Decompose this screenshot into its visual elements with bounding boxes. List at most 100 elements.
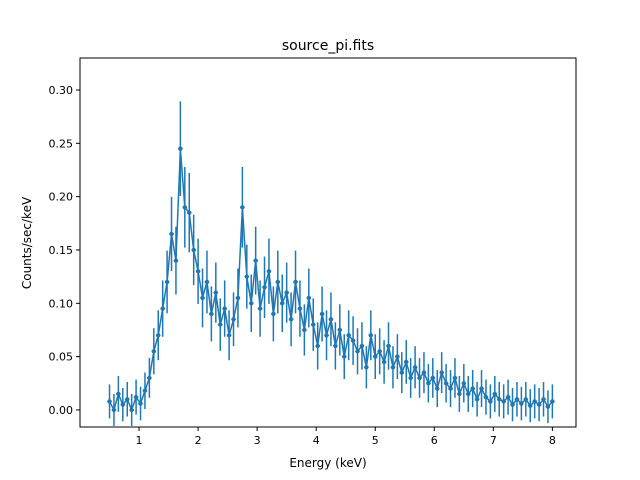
data-point bbox=[519, 401, 524, 406]
data-point bbox=[532, 399, 537, 404]
data-point bbox=[200, 295, 205, 301]
data-point bbox=[412, 365, 418, 370]
data-point bbox=[466, 391, 471, 397]
data-point bbox=[359, 343, 365, 349]
data-point bbox=[262, 285, 267, 290]
data-point bbox=[160, 306, 165, 311]
data-point bbox=[505, 394, 511, 400]
data-point bbox=[435, 386, 440, 391]
data-point bbox=[461, 381, 467, 386]
data-point bbox=[342, 354, 347, 359]
data-point bbox=[218, 322, 223, 327]
data-point bbox=[404, 359, 409, 365]
data-point bbox=[497, 397, 502, 402]
data-point bbox=[178, 146, 183, 151]
data-point bbox=[541, 397, 546, 402]
y-tick-label: 0.10 bbox=[49, 297, 74, 310]
data-point bbox=[116, 391, 121, 397]
data-point bbox=[266, 269, 272, 274]
data-point bbox=[311, 322, 316, 327]
data-point bbox=[280, 301, 285, 306]
data-point bbox=[213, 290, 219, 295]
data-point bbox=[253, 258, 258, 263]
data-point bbox=[421, 370, 427, 375]
data-point bbox=[226, 333, 232, 338]
data-point bbox=[501, 399, 506, 404]
data-point bbox=[448, 386, 453, 391]
data-point bbox=[408, 375, 413, 381]
data-point bbox=[457, 391, 462, 397]
data-point bbox=[187, 210, 192, 215]
data-point bbox=[324, 333, 329, 338]
data-point bbox=[249, 301, 254, 306]
data-point bbox=[244, 274, 250, 279]
data-point bbox=[346, 333, 351, 338]
data-point bbox=[528, 403, 533, 408]
data-point bbox=[147, 375, 152, 381]
y-tick-label: 0.00 bbox=[49, 404, 74, 417]
data-point bbox=[350, 338, 356, 343]
data-point bbox=[293, 279, 298, 285]
data-point bbox=[474, 397, 480, 402]
y-tick-label: 0.20 bbox=[49, 191, 74, 204]
data-point bbox=[536, 402, 542, 407]
y-tick-label: 0.30 bbox=[49, 84, 74, 97]
plot-area bbox=[107, 101, 555, 426]
data-point bbox=[257, 306, 263, 311]
data-point bbox=[142, 388, 148, 393]
data-point bbox=[510, 402, 515, 407]
x-tick-label: 5 bbox=[372, 434, 379, 447]
data-point bbox=[133, 394, 139, 400]
data-point bbox=[479, 386, 484, 391]
data-point bbox=[399, 370, 405, 375]
x-tick-label: 8 bbox=[549, 434, 556, 447]
data-point bbox=[235, 295, 241, 301]
data-point bbox=[302, 327, 307, 333]
data-point bbox=[395, 354, 400, 359]
x-axis-label: Energy (keV) bbox=[289, 456, 366, 470]
data-point bbox=[231, 317, 236, 322]
data-point bbox=[381, 359, 387, 365]
data-point bbox=[297, 306, 303, 311]
data-point bbox=[222, 306, 227, 311]
data-point bbox=[545, 404, 551, 409]
chart-title: source_pi.fits bbox=[282, 38, 374, 54]
data-point bbox=[191, 247, 196, 253]
y-axis-label: Counts/sec/keV bbox=[20, 196, 34, 289]
data-point bbox=[151, 349, 157, 354]
data-point bbox=[368, 333, 374, 338]
data-point bbox=[129, 407, 134, 413]
data-point bbox=[470, 386, 475, 391]
data-point bbox=[333, 343, 338, 349]
data-point bbox=[204, 279, 210, 285]
data-point bbox=[390, 365, 396, 370]
data-point bbox=[319, 311, 325, 317]
data-point bbox=[337, 327, 343, 333]
data-point bbox=[182, 205, 188, 210]
data-point bbox=[240, 205, 245, 210]
data-point bbox=[275, 279, 281, 285]
data-point bbox=[306, 295, 312, 301]
data-point bbox=[523, 397, 529, 402]
data-point bbox=[488, 399, 493, 404]
data-point bbox=[111, 407, 117, 413]
y-tick-label: 0.15 bbox=[49, 244, 74, 257]
x-tick-label: 4 bbox=[313, 434, 320, 447]
data-point bbox=[355, 349, 360, 354]
data-point bbox=[377, 349, 382, 354]
data-point bbox=[417, 375, 422, 381]
data-point bbox=[125, 397, 130, 402]
x-tick-label: 3 bbox=[254, 434, 261, 447]
data-point bbox=[364, 365, 369, 370]
y-axis: 0.00 0.05 0.10 0.15 0.20 0.25 0.30 bbox=[49, 84, 80, 417]
x-tick-label: 6 bbox=[431, 434, 438, 447]
data-point bbox=[271, 311, 276, 317]
data-point bbox=[328, 317, 334, 322]
data-point bbox=[430, 375, 436, 381]
data-point bbox=[195, 269, 201, 274]
data-point bbox=[209, 311, 214, 317]
data-point bbox=[169, 231, 174, 237]
x-tick-label: 1 bbox=[136, 434, 143, 447]
y-tick-label: 0.25 bbox=[49, 137, 74, 150]
